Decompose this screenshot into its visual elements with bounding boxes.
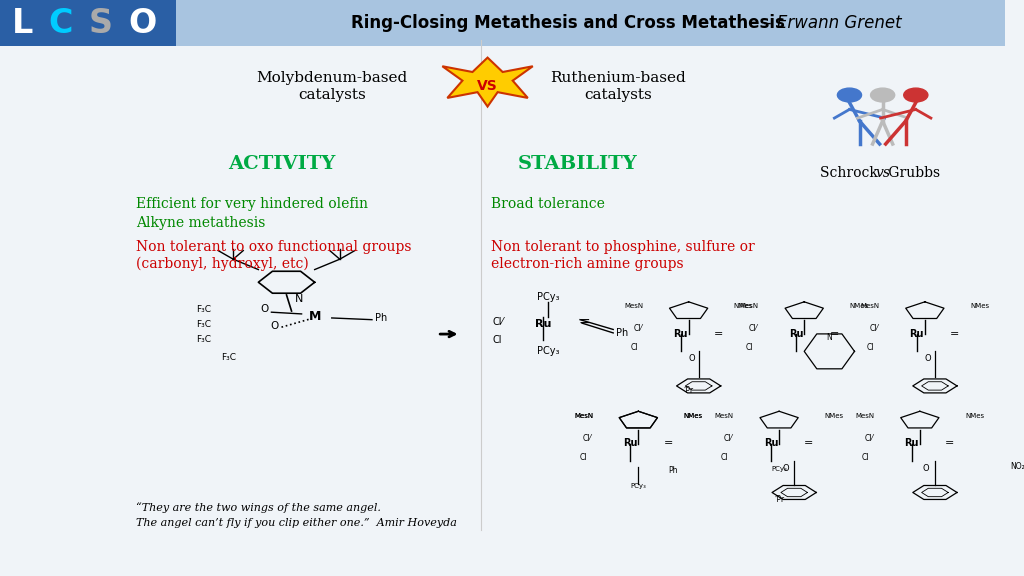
Text: Broad tolerance: Broad tolerance xyxy=(490,198,604,211)
Text: C: C xyxy=(48,6,73,40)
Text: MesN: MesN xyxy=(625,303,643,309)
Text: Schrock: Schrock xyxy=(820,166,883,180)
Circle shape xyxy=(838,88,861,102)
Text: =: = xyxy=(945,438,954,448)
Text: N: N xyxy=(826,333,833,342)
Text: (carbonyl, hydroxyl, etc): (carbonyl, hydroxyl, etc) xyxy=(136,257,308,271)
Text: O: O xyxy=(925,354,932,363)
Text: Cl: Cl xyxy=(631,343,638,352)
Text: NMes: NMes xyxy=(850,303,868,309)
Text: Cl: Cl xyxy=(866,343,874,352)
Text: Cl: Cl xyxy=(861,453,869,461)
Text: F₃C: F₃C xyxy=(221,353,237,362)
Text: NO₂: NO₂ xyxy=(1011,463,1024,471)
Text: MesN: MesN xyxy=(574,412,593,419)
Text: Non tolerant to oxo functionnal groups: Non tolerant to oxo functionnal groups xyxy=(136,240,412,253)
FancyBboxPatch shape xyxy=(0,0,1006,46)
Text: Molybdenum-based
catalysts: Molybdenum-based catalysts xyxy=(256,71,408,101)
Text: O: O xyxy=(260,304,268,314)
Text: MesN: MesN xyxy=(574,412,593,419)
Text: Ru: Ru xyxy=(764,438,778,448)
Text: ‘Pr: ‘Pr xyxy=(684,386,693,395)
Text: O: O xyxy=(688,354,695,363)
Text: F₃C: F₃C xyxy=(196,320,211,329)
Text: Ru: Ru xyxy=(909,329,924,339)
Text: O: O xyxy=(270,321,279,331)
Text: MesN: MesN xyxy=(715,412,734,419)
Text: Cl: Cl xyxy=(493,335,502,344)
Text: Cl⁄: Cl⁄ xyxy=(749,324,758,333)
Text: PCy₃: PCy₃ xyxy=(537,346,559,356)
Text: electron-rich amine groups: electron-rich amine groups xyxy=(490,257,683,271)
Circle shape xyxy=(904,88,928,102)
Text: NMes: NMes xyxy=(734,303,753,309)
Text: =: = xyxy=(829,329,839,339)
Text: O: O xyxy=(923,464,930,472)
Text: Ring-Closing Metathesis and Cross Metathesis: Ring-Closing Metathesis and Cross Metath… xyxy=(351,14,785,32)
Polygon shape xyxy=(442,58,532,107)
Text: O: O xyxy=(129,6,157,40)
Text: Alkyne metathesis: Alkyne metathesis xyxy=(136,216,265,230)
Text: Cl: Cl xyxy=(580,453,588,461)
Text: N: N xyxy=(295,294,303,304)
FancyBboxPatch shape xyxy=(0,0,176,46)
Text: Cl⁄: Cl⁄ xyxy=(493,317,504,327)
Text: MesN: MesN xyxy=(855,412,874,419)
Text: Cl⁄: Cl⁄ xyxy=(864,434,873,442)
Text: O: O xyxy=(782,464,788,472)
Text: Cl⁄: Cl⁄ xyxy=(633,324,642,333)
Text: PCy₃: PCy₃ xyxy=(771,466,787,472)
Text: vs: vs xyxy=(876,166,890,180)
Text: Ru: Ru xyxy=(788,329,804,339)
Text: Ru: Ru xyxy=(623,438,638,448)
Text: Ru: Ru xyxy=(535,319,551,328)
Text: F₃C: F₃C xyxy=(196,335,211,344)
Text: – Erwann Grenet: – Erwann Grenet xyxy=(758,14,901,32)
Text: =: = xyxy=(714,329,723,339)
Text: The angel can’t fly if you clip either one.”  Amir Hoveyda: The angel can’t fly if you clip either o… xyxy=(136,518,457,528)
Text: Non tolerant to phosphine, sulfure or: Non tolerant to phosphine, sulfure or xyxy=(490,240,755,253)
Text: ‘Pr: ‘Pr xyxy=(774,495,784,504)
Text: =: = xyxy=(804,438,814,448)
Text: “They are the two wings of the same angel.: “They are the two wings of the same ange… xyxy=(136,503,381,513)
Text: Ph: Ph xyxy=(669,467,678,475)
Text: NMes: NMes xyxy=(684,412,702,419)
Text: L: L xyxy=(12,6,34,40)
Text: NMes: NMes xyxy=(684,412,702,419)
Text: MesN: MesN xyxy=(860,303,880,309)
Text: Cl⁄: Cl⁄ xyxy=(583,434,592,442)
Text: PCy₃: PCy₃ xyxy=(537,291,559,301)
Text: =: = xyxy=(664,438,673,448)
Text: NMes: NMes xyxy=(965,412,984,419)
Text: Ph: Ph xyxy=(375,313,387,323)
Text: Ruthenium-based
catalysts: Ruthenium-based catalysts xyxy=(550,71,686,101)
Text: PCy₃: PCy₃ xyxy=(631,483,646,489)
Text: NMes: NMes xyxy=(824,412,844,419)
Text: ACTIVITY: ACTIVITY xyxy=(227,155,335,173)
Circle shape xyxy=(870,88,895,102)
Text: =: = xyxy=(950,329,959,339)
Text: MesN: MesN xyxy=(740,303,759,309)
Text: Cl: Cl xyxy=(745,343,754,352)
Text: NMes: NMes xyxy=(970,303,989,309)
Text: STABILITY: STABILITY xyxy=(518,155,638,173)
Text: Cl⁄: Cl⁄ xyxy=(869,324,879,333)
Text: VS: VS xyxy=(477,79,498,93)
Text: Ph: Ph xyxy=(616,328,629,338)
Text: S: S xyxy=(88,6,113,40)
Text: M: M xyxy=(308,310,321,323)
Text: Cl⁄: Cl⁄ xyxy=(724,434,732,442)
Text: Ru: Ru xyxy=(674,329,688,339)
Text: Ru: Ru xyxy=(904,438,920,448)
Text: Grubbs: Grubbs xyxy=(884,166,940,180)
Text: =: = xyxy=(578,316,590,329)
Text: F₃C: F₃C xyxy=(196,305,211,314)
Text: Efficient for very hindered olefin: Efficient for very hindered olefin xyxy=(136,198,368,211)
Text: Cl: Cl xyxy=(721,453,728,461)
